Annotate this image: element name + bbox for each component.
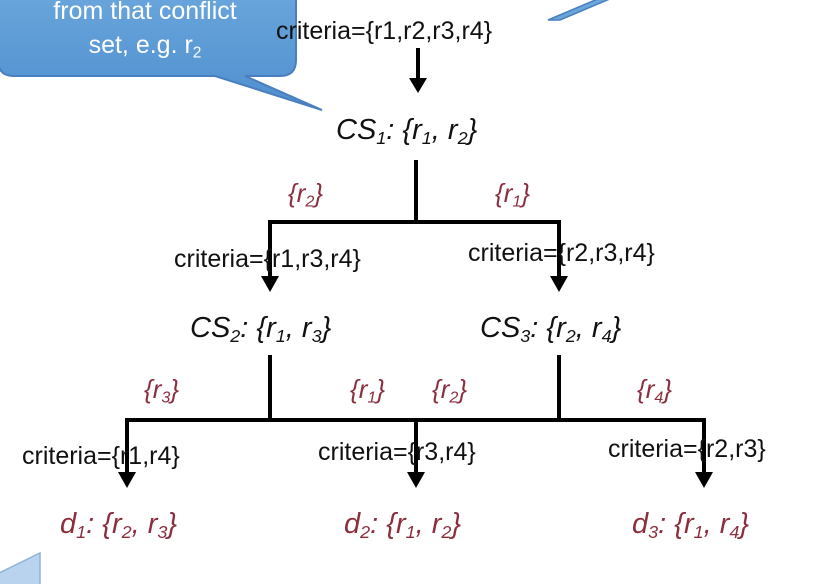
callout-bubble — [0, 0, 323, 111]
callout-line2: set, e.g. r2 — [88, 31, 202, 62]
edge-label-cs1-left: {r2} — [288, 178, 324, 211]
criteria-cs2: criteria={r1,r3,r4} — [174, 245, 361, 273]
cs2-left-arrowhead — [118, 472, 136, 488]
edge-label-cs2-left: {r3} — [144, 374, 180, 407]
callout-bubble-bottom — [0, 551, 41, 584]
cs3-right-arrowhead — [695, 472, 713, 488]
decision-d2: d2: {r1, r2} — [344, 508, 462, 543]
edge-label-cs2-right: {r1} — [350, 374, 386, 407]
conflict-set-cs2: CS2: {r1, r3} — [190, 312, 332, 347]
conflict-set-cs3: CS3: {r2, r4} — [480, 312, 622, 347]
criteria-d3: criteria={r2,r3} — [608, 435, 766, 463]
decision-d1: d1: {r2, r3} — [60, 508, 178, 543]
root-criteria: criteria={r1,r2,r3,r4} — [276, 17, 493, 45]
criteria-cs3: criteria={r2,r3,r4} — [468, 239, 655, 267]
conflict-set-cs1: CS1: {r1, r2} — [336, 114, 478, 149]
root-arrowhead — [409, 78, 427, 93]
cs2-right-arrowhead — [407, 472, 425, 488]
callout-text: from that conflict set, e.g. r2 — [0, 0, 290, 62]
edge-label-cs3-left: {r2} — [432, 374, 468, 407]
criteria-d1: criteria={r1,r4} — [22, 442, 180, 470]
decision-d3: d3: {r1, r4} — [632, 508, 750, 543]
callout-pointer-top — [547, 0, 610, 21]
edge-label-cs3-right: {r4} — [637, 374, 673, 407]
cs1-right-arrowhead — [550, 276, 568, 292]
edge-label-cs1-right: {r1} — [495, 178, 531, 211]
cs1-left-arrowhead — [261, 276, 279, 292]
criteria-d2: criteria={r3,r4} — [318, 438, 476, 466]
callout-line1: from that conflict — [53, 0, 237, 25]
